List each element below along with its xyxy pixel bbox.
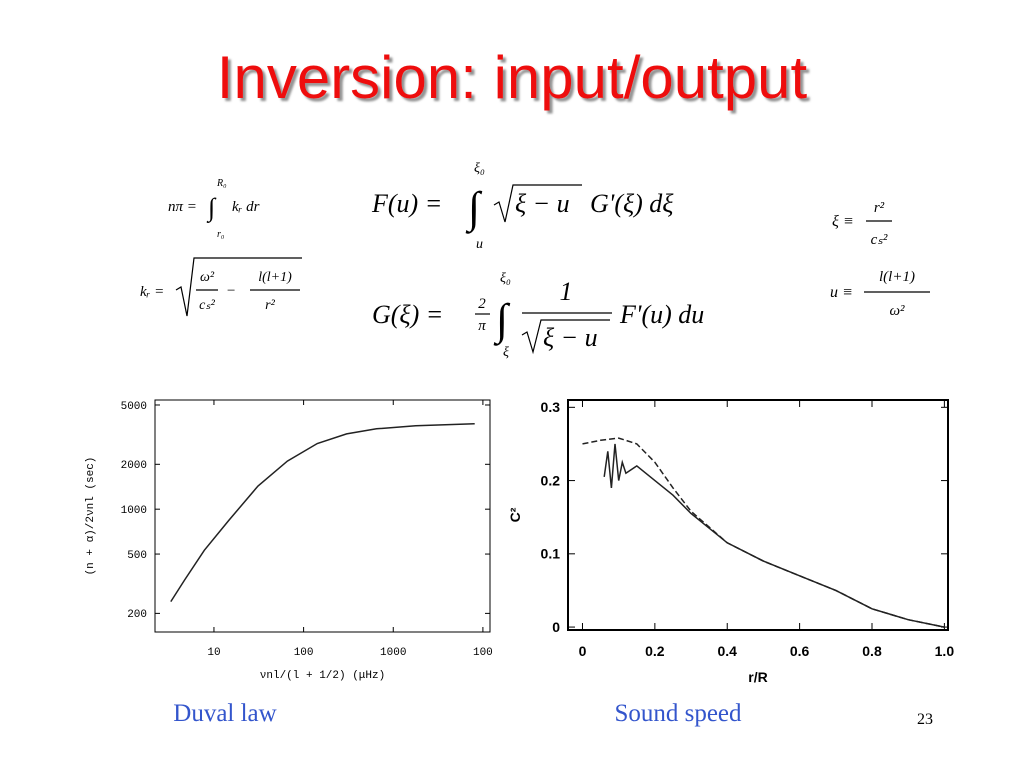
eq-text: F'(u) du [619, 300, 704, 329]
caption: Sound speed [614, 700, 742, 727]
eq-text: ∫ [493, 295, 511, 346]
y-tick-label: 500 [127, 550, 147, 562]
eq-text: ξ ≡ [832, 213, 854, 230]
eq-text: R₀ [216, 178, 227, 189]
equation-left: nπ = ∫ R₀ r₀ kᵣ dr kᵣ = ω² cₛ² − l(l+1) … [140, 178, 302, 317]
eq-text: l(l+1) [879, 269, 915, 285]
page-number: 23 [917, 711, 933, 728]
eq-text: ∫ [465, 183, 483, 234]
eq-text: ξ [503, 345, 509, 360]
eq-text: ω² [889, 303, 905, 319]
eq-text: ξ₀ [500, 271, 511, 286]
eq-text: r² [874, 200, 885, 216]
x-tick-label: 0.2 [645, 643, 665, 659]
eq-text: cₛ² [871, 232, 888, 248]
data-line [170, 423, 475, 603]
x-axis-label: νnl/(l + 1/2) (μHz) [260, 670, 385, 682]
eq-text: F(u) = [371, 189, 442, 218]
x-tick-label: 0.6 [790, 643, 810, 659]
sqrt-sign [175, 257, 302, 317]
x-tick-label: 0.8 [862, 643, 882, 659]
equation-middle: F(u) = ∫ ξ₀ u ξ − u G'(ξ) dξ G(ξ) = 2 π … [371, 161, 704, 360]
eq-text: kᵣ dr [232, 199, 260, 215]
eq-text: nπ = [168, 199, 197, 215]
eq-text: kᵣ = [140, 284, 164, 300]
eq-text: G'(ξ) dξ [590, 189, 674, 218]
eq-text: ξ − u [515, 189, 570, 218]
eq-text: ξ₀ [474, 161, 485, 176]
eq-text: ∫ [206, 193, 217, 223]
y-tick-label: 0 [552, 619, 560, 635]
y-axis-label: (n + α)/2νnl (sec) [85, 457, 97, 576]
sqrt-sign [521, 319, 610, 355]
eq-text: u ≡ [830, 284, 853, 301]
y-tick-label: 5000 [121, 401, 147, 413]
data-line [603, 443, 945, 628]
x-tick-label: 0 [579, 643, 587, 659]
y-axis-label: C² [507, 507, 523, 522]
y-tick-label: 0.1 [541, 546, 561, 562]
x-tick-label: 100 [294, 647, 314, 659]
equation-right: ξ ≡ r² cₛ² u ≡ l(l+1) ω² [830, 200, 930, 319]
y-tick-label: 2000 [121, 460, 147, 472]
y-tick-label: 0.3 [541, 399, 561, 415]
eq-text: l(l+1) [258, 270, 292, 285]
eq-text: r² [265, 298, 275, 313]
plot-frame [567, 399, 949, 631]
x-tick-label: 100 [473, 647, 493, 659]
caption: Duval law [173, 700, 276, 727]
eq-text: r₀ [217, 229, 225, 240]
eq-text: cₛ² [199, 298, 215, 313]
x-axis-label: r/R [748, 669, 767, 685]
y-tick-label: 200 [127, 609, 147, 621]
eq-text: − [226, 283, 236, 299]
eq-text: 2 [478, 296, 486, 312]
eq-text: 1 [560, 277, 573, 306]
eq-text: ξ − u [543, 323, 598, 352]
x-tick-label: 0.4 [718, 643, 738, 659]
eq-text: ω² [200, 270, 215, 285]
eq-text: u [476, 237, 483, 252]
slide-title: Inversion: input/output [217, 44, 808, 111]
eq-text: π [478, 318, 486, 334]
y-tick-label: 1000 [121, 505, 147, 517]
x-tick-label: 1000 [380, 647, 406, 659]
sqrt-sign [493, 184, 582, 223]
plot-frame [154, 399, 491, 633]
y-tick-label: 0.2 [541, 472, 561, 488]
x-tick-label: 10 [207, 647, 220, 659]
x-tick-label: 1.0 [935, 643, 955, 659]
eq-text: G(ξ) = [372, 300, 443, 329]
